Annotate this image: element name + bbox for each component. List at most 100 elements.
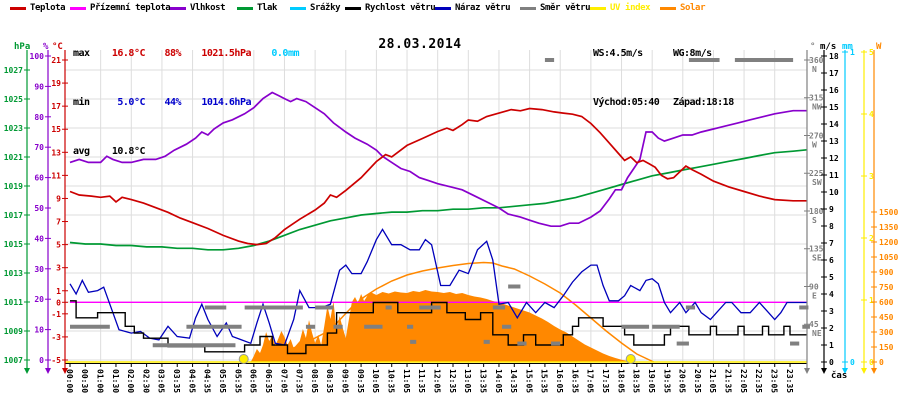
- legend-item-uv-index: UV index: [590, 3, 651, 13]
- legend-item-teplota: Teplota: [10, 3, 66, 13]
- svg-text:100: 100: [30, 52, 45, 61]
- svg-text:21: 21: [51, 56, 61, 65]
- svg-text:00:00: 00:00: [65, 369, 74, 393]
- temperature-line: [69, 107, 807, 246]
- svg-text:01:00: 01:00: [95, 369, 104, 393]
- svg-text:17: 17: [51, 102, 61, 111]
- svg-text:09:05: 09:05: [341, 369, 350, 393]
- svg-text:12: 12: [829, 154, 839, 163]
- svg-text:21:05: 21:05: [708, 369, 717, 393]
- svg-text:07:35: 07:35: [295, 369, 304, 393]
- legend-swatch-smer-vetru: [520, 6, 536, 10]
- svg-text:3: 3: [56, 264, 61, 273]
- humidity-axis-header: %: [43, 42, 49, 52]
- svg-text:1: 1: [869, 296, 874, 305]
- svg-text:16:05: 16:05: [555, 369, 564, 393]
- svg-text:20: 20: [34, 295, 44, 304]
- svg-text:60: 60: [34, 174, 44, 183]
- legend-swatch-vlhkost: [170, 6, 186, 10]
- svg-text:NW: NW: [812, 103, 822, 112]
- series-humidity: [69, 91, 807, 228]
- svg-text:10:05: 10:05: [371, 369, 380, 393]
- stats-min-row: min 5.0°C 44% 1014.6hPa: [73, 97, 299, 108]
- svg-text:14: 14: [829, 120, 839, 129]
- svg-text:SE: SE: [812, 254, 822, 263]
- svg-text:03:05: 03:05: [157, 369, 166, 393]
- svg-text:12:05: 12:05: [432, 369, 441, 393]
- svg-text:2: 2: [869, 234, 874, 243]
- avg-label: avg: [73, 146, 90, 157]
- svg-text:0: 0: [56, 298, 61, 307]
- sun-info-row: Východ:05:40 Západ:18:18: [593, 97, 734, 108]
- svg-text:30: 30: [34, 265, 44, 274]
- svg-text:40: 40: [34, 234, 44, 243]
- max-label: max: [73, 48, 90, 59]
- svg-text:18:35: 18:35: [632, 369, 641, 393]
- wind-axis-header: m/s: [820, 42, 837, 52]
- stats-block: max 16.8°C 88% 1021.5hPa 0.0mm min 5.0°C 44% 10…: [73, 10, 300, 195]
- svg-text:8: 8: [829, 222, 834, 231]
- svg-text:135: 135: [809, 245, 824, 254]
- svg-text:07:05: 07:05: [279, 369, 288, 393]
- legend-label-vlhkost: Vlhkost: [190, 3, 226, 13]
- legend-swatch-prizemni-teplota: [70, 6, 86, 10]
- solar-axis-header: W: [876, 42, 882, 52]
- svg-text:09:35: 09:35: [356, 369, 365, 393]
- svg-text:14:05: 14:05: [494, 369, 503, 393]
- time-axis: 00:00 00:30 01:00 01:30 02:00 02:30 03:05 03:35…: [65, 363, 794, 393]
- svg-text:5: 5: [56, 241, 61, 250]
- svg-text:10: 10: [34, 326, 44, 335]
- svg-text:1023: 1023: [4, 124, 23, 133]
- svg-text:1011: 1011: [4, 298, 23, 307]
- svg-text:16:35: 16:35: [570, 369, 579, 393]
- svg-text:16: 16: [829, 86, 839, 95]
- svg-text:1019: 1019: [4, 182, 23, 191]
- svg-text:11: 11: [51, 171, 61, 180]
- svg-text:18:05: 18:05: [616, 369, 625, 393]
- svg-text:20:35: 20:35: [693, 369, 702, 393]
- svg-text:13:35: 13:35: [478, 369, 487, 393]
- svg-text:11:35: 11:35: [417, 369, 426, 393]
- sunset-time: Západ:18:18: [673, 97, 734, 108]
- svg-text:23:35: 23:35: [785, 369, 794, 393]
- svg-text:21:35: 21:35: [724, 369, 733, 393]
- svg-text:70: 70: [34, 143, 44, 152]
- wind-info-row: WS:4.5m/s WG:8m/s: [593, 48, 734, 59]
- svg-text:19:05: 19:05: [647, 369, 656, 393]
- svg-text:150: 150: [879, 343, 894, 352]
- min-pressure: 1014.6hPa: [201, 97, 251, 108]
- legend-label-srazky: Srážky: [310, 3, 341, 13]
- svg-text:02:30: 02:30: [141, 369, 150, 393]
- legend-item-vlhkost: Vlhkost: [170, 3, 226, 13]
- solar-axis-arrow: [871, 368, 877, 374]
- svg-text:-3: -3: [51, 333, 61, 342]
- max-humidity: 88%: [164, 48, 181, 59]
- rain-total: 0.0mm: [271, 48, 299, 59]
- legend-label-naraz-vetru: Náraz větru: [455, 3, 511, 13]
- svg-text:19:35: 19:35: [662, 369, 671, 393]
- humidity-axis-arrow: [45, 368, 51, 374]
- series-wind-direction: [70, 57, 810, 348]
- svg-text:04:35: 04:35: [203, 369, 212, 393]
- series-wind-gust: [69, 228, 807, 346]
- svg-text:W: W: [812, 140, 817, 149]
- svg-text:180: 180: [809, 207, 824, 216]
- svg-text:1015: 1015: [4, 240, 23, 249]
- series-solar-arc: [250, 261, 655, 363]
- series-temperature: [69, 107, 807, 246]
- svg-text:20:05: 20:05: [678, 369, 687, 393]
- legend-label-rychlost-vetru: Rychlost větru: [365, 3, 436, 13]
- svg-text:17: 17: [829, 69, 839, 78]
- svg-text:1: 1: [56, 287, 61, 296]
- solar-radiation-area: [250, 290, 634, 362]
- svg-text:E: E: [812, 291, 817, 300]
- svg-text:0: 0: [829, 358, 834, 367]
- legend-label-teplota: Teplota: [30, 3, 66, 13]
- legend-swatch-srazky: [290, 6, 306, 10]
- svg-text:1200: 1200: [879, 238, 898, 247]
- svg-text:17:35: 17:35: [601, 369, 610, 393]
